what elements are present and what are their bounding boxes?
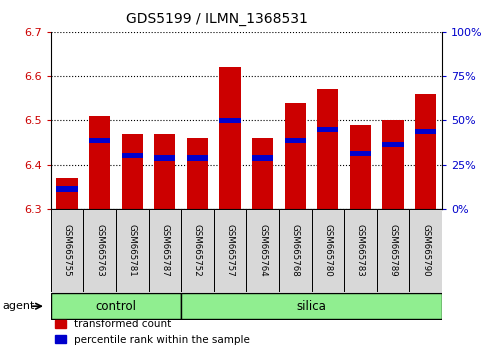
Bar (284, 138, 306, 143)
Text: GSM665764: GSM665764 (258, 224, 267, 277)
Text: GSM665755: GSM665755 (62, 224, 71, 277)
Bar (279, 209, 312, 292)
Bar (122, 153, 143, 158)
Bar (350, 151, 371, 156)
Text: silica: silica (297, 300, 327, 313)
Bar (187, 138, 208, 209)
Text: GSM665752: GSM665752 (193, 224, 202, 277)
Text: control: control (96, 300, 136, 313)
Text: GSM665789: GSM665789 (388, 224, 398, 277)
Bar (122, 134, 143, 209)
Bar (84, 209, 116, 292)
Legend: transformed count, percentile rank within the sample: transformed count, percentile rank withi… (51, 315, 254, 349)
Bar (246, 209, 279, 292)
Bar (344, 209, 377, 292)
Text: GSM665780: GSM665780 (323, 224, 332, 277)
Text: GSM665783: GSM665783 (356, 224, 365, 277)
Text: GSM665763: GSM665763 (95, 224, 104, 277)
Bar (181, 293, 442, 319)
Bar (377, 209, 410, 292)
Bar (51, 209, 84, 292)
Bar (252, 155, 273, 161)
Text: GSM665781: GSM665781 (128, 224, 137, 277)
Bar (284, 103, 306, 209)
Bar (116, 209, 149, 292)
Bar (415, 129, 436, 134)
Text: GSM665790: GSM665790 (421, 224, 430, 277)
Bar (154, 134, 175, 209)
Text: agent: agent (2, 301, 35, 311)
Text: GSM665768: GSM665768 (291, 224, 300, 277)
Text: GDS5199 / ILMN_1368531: GDS5199 / ILMN_1368531 (127, 12, 308, 27)
Bar (317, 90, 339, 209)
Bar (383, 142, 404, 147)
Bar (89, 116, 110, 209)
Bar (214, 209, 246, 292)
Bar (219, 118, 241, 123)
Text: GSM665757: GSM665757 (226, 224, 235, 277)
Bar (312, 209, 344, 292)
Bar (181, 209, 213, 292)
Bar (89, 138, 110, 143)
Bar (57, 178, 78, 209)
Bar (51, 293, 181, 319)
Bar (350, 125, 371, 209)
Bar (410, 209, 442, 292)
Bar (57, 186, 78, 192)
Bar (219, 67, 241, 209)
Bar (154, 155, 175, 161)
Bar (383, 120, 404, 209)
Bar (415, 94, 436, 209)
Text: GSM665787: GSM665787 (160, 224, 170, 277)
Bar (252, 138, 273, 209)
Bar (149, 209, 181, 292)
Bar (317, 126, 339, 132)
Bar (187, 155, 208, 161)
